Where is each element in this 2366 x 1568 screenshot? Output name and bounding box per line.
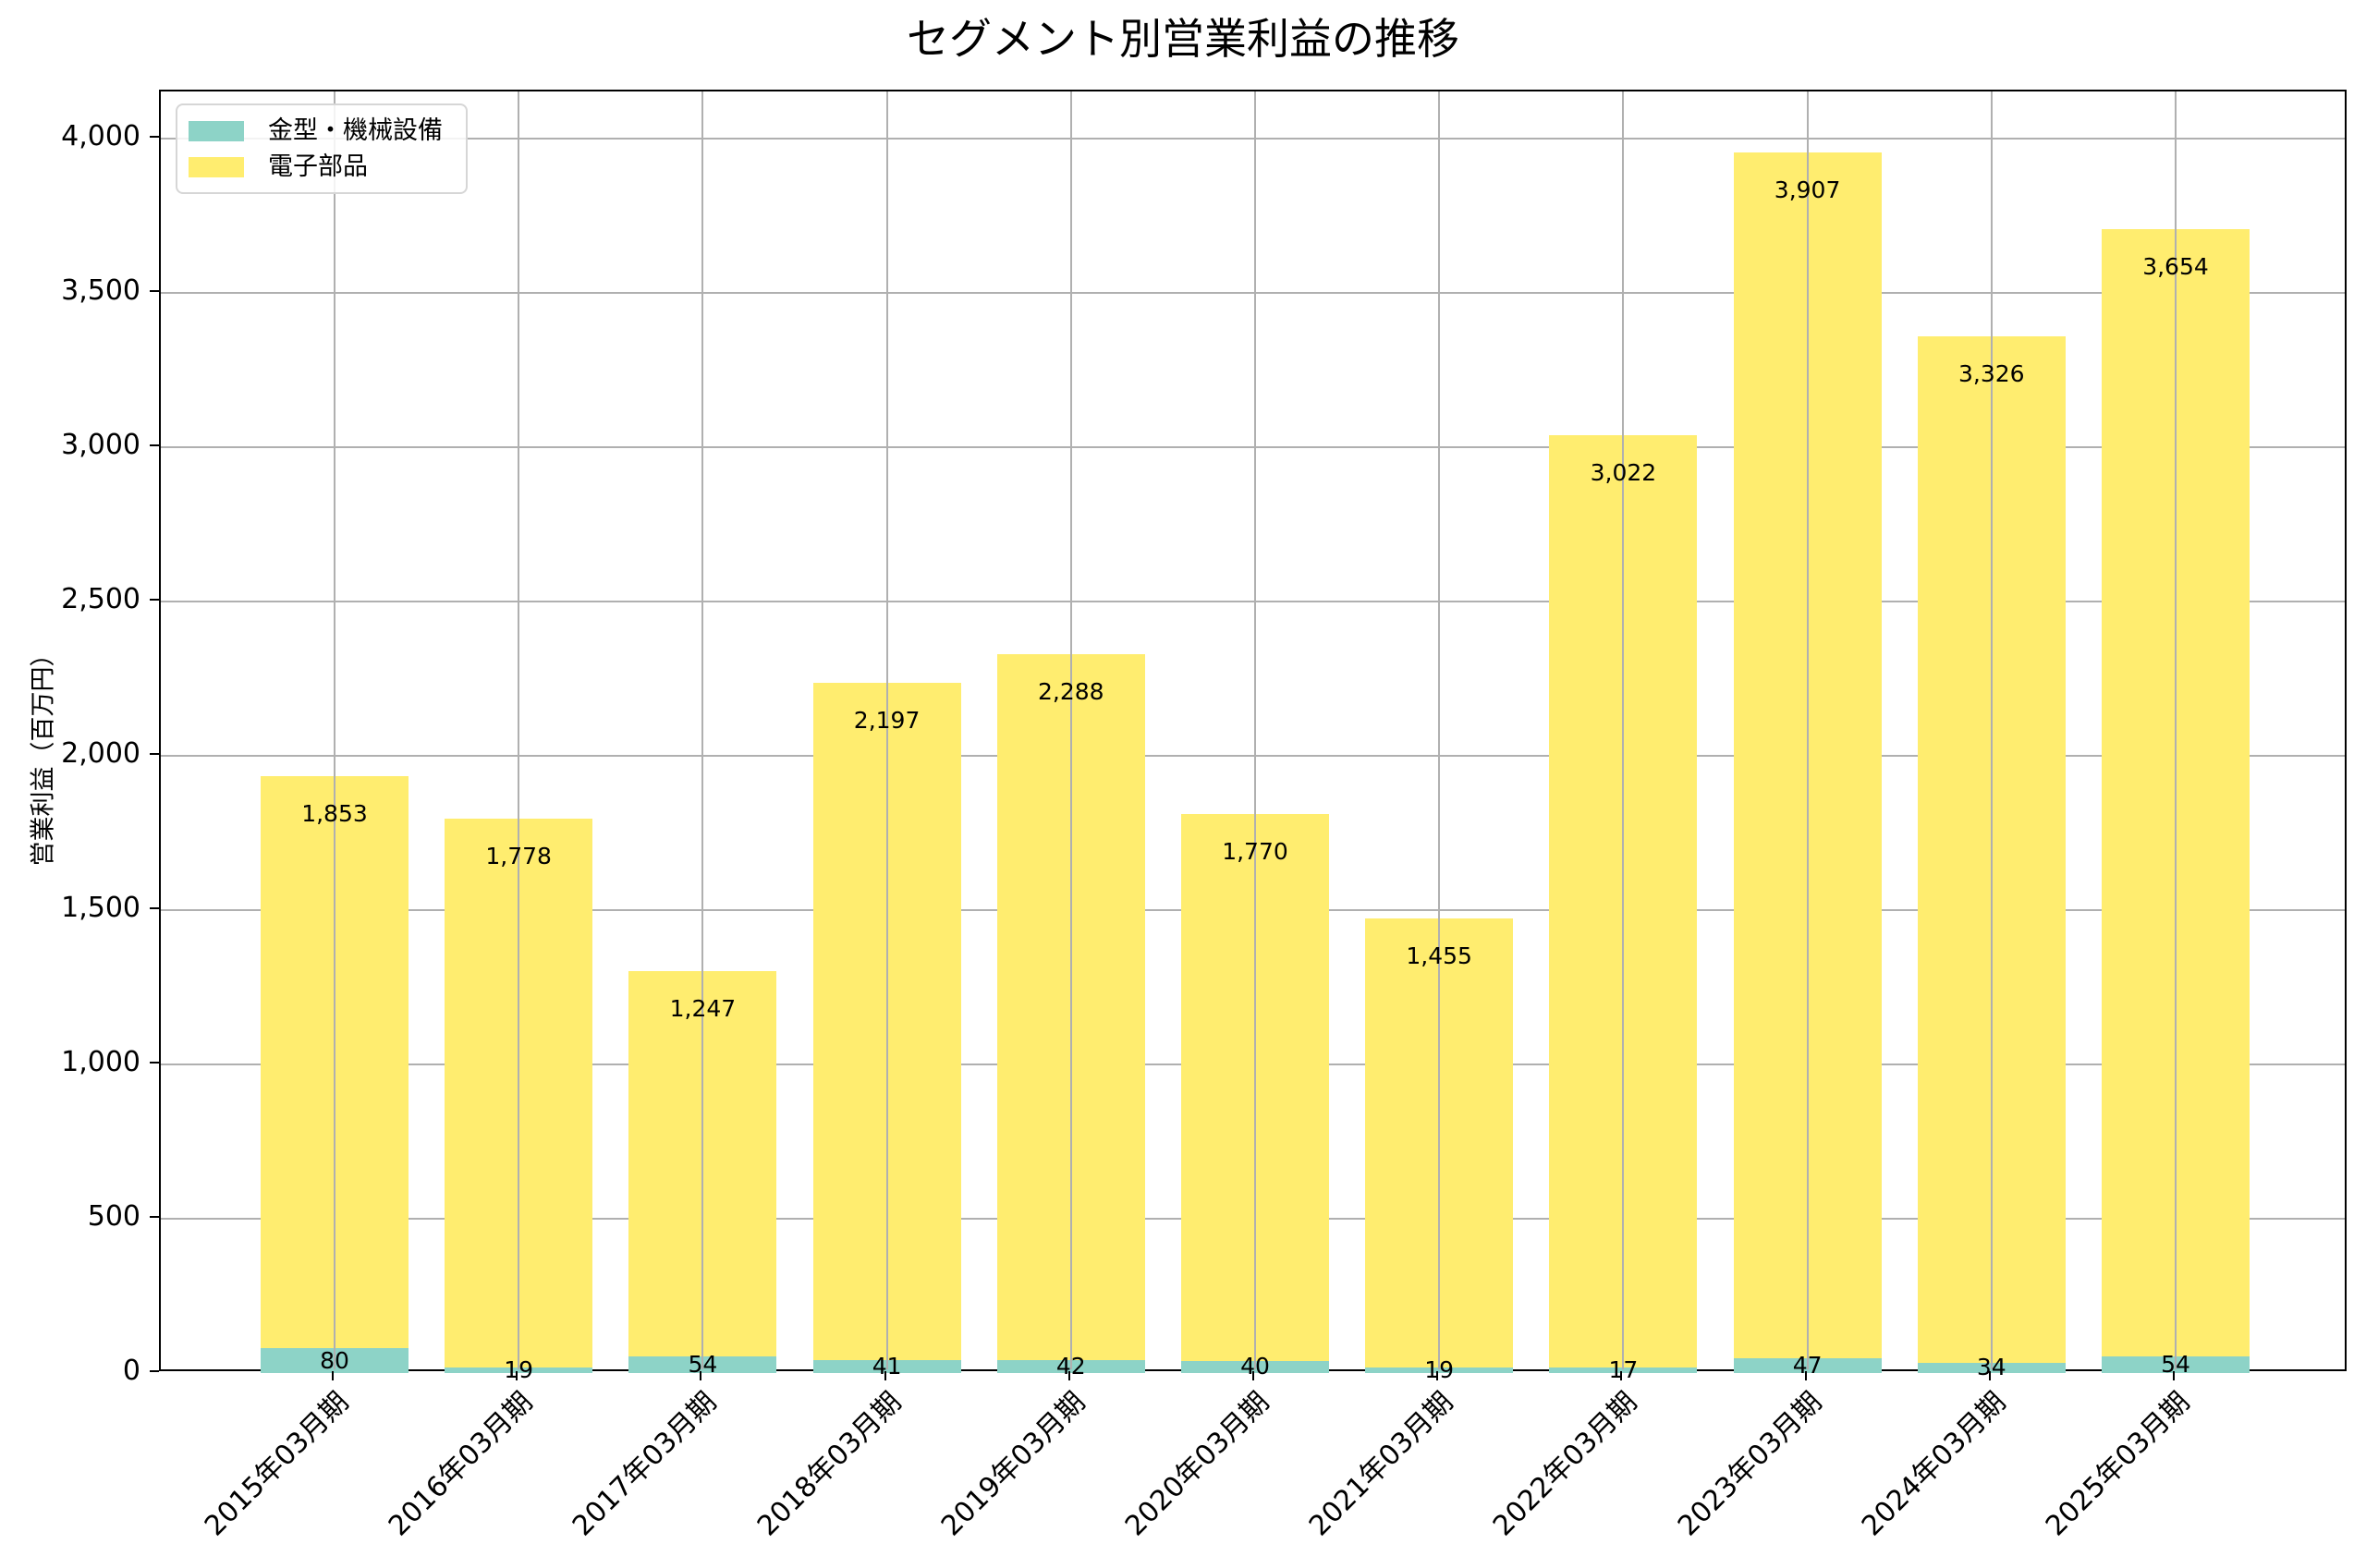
y-tick-label: 3,000	[61, 429, 140, 461]
x-tick-label: 2024年03月期	[1855, 1386, 2013, 1543]
y-tick	[150, 599, 159, 601]
value-label-electronic-parts: 1,778	[485, 842, 552, 869]
y-tick	[150, 444, 159, 446]
y-tick	[150, 290, 159, 292]
gridline-vertical	[1069, 91, 1072, 1369]
gridline-vertical	[334, 91, 335, 1369]
plot-area: 80 1,853 19 1,778 54 1,247 41 2,197 42 2,288 40 1,7…	[159, 90, 2347, 1383]
x-tick-label: 2022年03月期	[1487, 1386, 1644, 1543]
x-tick-label: 2015年03月期	[198, 1386, 356, 1543]
bar-segment-mold-machinery	[1365, 1367, 1514, 1373]
x-tick	[1436, 1371, 1439, 1380]
x-tick	[1620, 1371, 1623, 1380]
x-tick	[332, 1371, 334, 1380]
y-tick-label: 3,500	[61, 274, 140, 307]
value-label-electronic-parts: 1,770	[1222, 838, 1288, 866]
x-tick-label: 2020年03月期	[1118, 1386, 1276, 1543]
value-label-electronic-parts: 3,022	[1590, 458, 1657, 486]
x-tick	[1804, 1371, 1807, 1380]
chart-title: セグメント別営業利益の推移	[907, 14, 1459, 64]
y-tick-label: 1,000	[61, 1046, 140, 1078]
y-tick	[150, 136, 159, 138]
value-label-electronic-parts: 1,247	[669, 995, 737, 1023]
y-tick	[150, 907, 159, 909]
gridline-vertical	[885, 91, 888, 1369]
gridline-vertical	[1438, 91, 1441, 1369]
x-tick	[516, 1371, 518, 1380]
legend-swatch-mold-machinery	[189, 121, 244, 141]
value-label-electronic-parts: 1,853	[301, 800, 368, 828]
value-label-mold-machinery: 47	[1792, 1352, 1823, 1380]
bar-segment-mold-machinery	[445, 1367, 593, 1373]
x-tick-label: 2023年03月期	[1671, 1386, 1828, 1543]
gridline-vertical	[1990, 91, 1993, 1369]
legend-item-mold-machinery: 金型・機械設備	[189, 115, 443, 148]
x-tick	[1252, 1371, 1254, 1380]
legend-swatch-electronic-parts	[189, 157, 244, 177]
value-label-electronic-parts: 2,197	[853, 706, 921, 734]
value-label-mold-machinery: 17	[1608, 1356, 1639, 1384]
y-tick-label: 0	[122, 1355, 140, 1387]
gridline-vertical	[2175, 91, 2177, 1369]
gridline-vertical	[1806, 91, 1809, 1369]
gridline-horizontal	[161, 446, 2345, 448]
x-tick-label: 2018年03月期	[750, 1386, 908, 1543]
x-tick-label: 2017年03月期	[567, 1386, 724, 1543]
gridline-horizontal	[161, 601, 2345, 602]
value-label-electronic-parts: 2,288	[1038, 677, 1104, 705]
value-label-mold-machinery: 40	[1240, 1353, 1270, 1380]
x-tick-label: 2016年03月期	[383, 1386, 540, 1543]
value-label-mold-machinery: 19	[504, 1355, 534, 1383]
value-label-electronic-parts: 3,907	[1774, 176, 1841, 204]
value-label-mold-machinery: 80	[320, 1346, 349, 1374]
gridline-horizontal	[161, 292, 2345, 294]
y-axis-label: 営業利益（百万円）	[29, 641, 58, 867]
x-tick-label: 2021年03月期	[1303, 1386, 1460, 1543]
x-tick	[1988, 1371, 1991, 1380]
gridline-vertical	[1254, 91, 1256, 1369]
x-tick	[1067, 1371, 1070, 1380]
legend: 金型・機械設備 電子部品	[176, 103, 468, 194]
gridline-vertical	[1622, 91, 1625, 1369]
gridline-vertical	[701, 91, 704, 1369]
legend-label: 金型・機械設備	[268, 116, 443, 145]
value-label-mold-machinery: 34	[1976, 1354, 2006, 1381]
gridline-horizontal	[161, 138, 2345, 140]
y-tick	[150, 1062, 159, 1064]
value-label-electronic-parts: 1,455	[1406, 942, 1472, 969]
value-label-mold-machinery: 54	[688, 1350, 718, 1378]
gridline-vertical	[518, 91, 520, 1369]
legend-label: 電子部品	[268, 152, 368, 181]
value-label-electronic-parts: 3,326	[1958, 359, 2025, 387]
gridline-horizontal	[161, 755, 2345, 757]
value-label-mold-machinery: 19	[1424, 1355, 1455, 1383]
bar-segment-mold-machinery	[1549, 1367, 1698, 1373]
y-tick-label: 500	[87, 1200, 140, 1233]
y-tick-label: 2,500	[61, 583, 140, 615]
legend-item-electronic-parts: 電子部品	[189, 151, 368, 184]
value-label-mold-machinery: 41	[872, 1353, 902, 1380]
y-tick-label: 4,000	[61, 120, 140, 152]
y-tick	[150, 753, 159, 755]
x-tick	[700, 1371, 702, 1380]
y-tick	[150, 1216, 159, 1218]
y-tick-label: 2,000	[61, 737, 140, 770]
x-tick-label: 2025年03月期	[2039, 1386, 2197, 1543]
value-label-electronic-parts: 3,654	[2142, 252, 2209, 280]
value-label-mold-machinery: 42	[1055, 1352, 1086, 1380]
value-label-mold-machinery: 54	[2161, 1350, 2190, 1378]
x-tick	[2173, 1371, 2175, 1380]
y-tick-label: 1,500	[61, 892, 140, 924]
x-tick	[884, 1371, 886, 1380]
y-tick	[150, 1370, 159, 1372]
x-tick-label: 2019年03月期	[934, 1386, 1092, 1543]
